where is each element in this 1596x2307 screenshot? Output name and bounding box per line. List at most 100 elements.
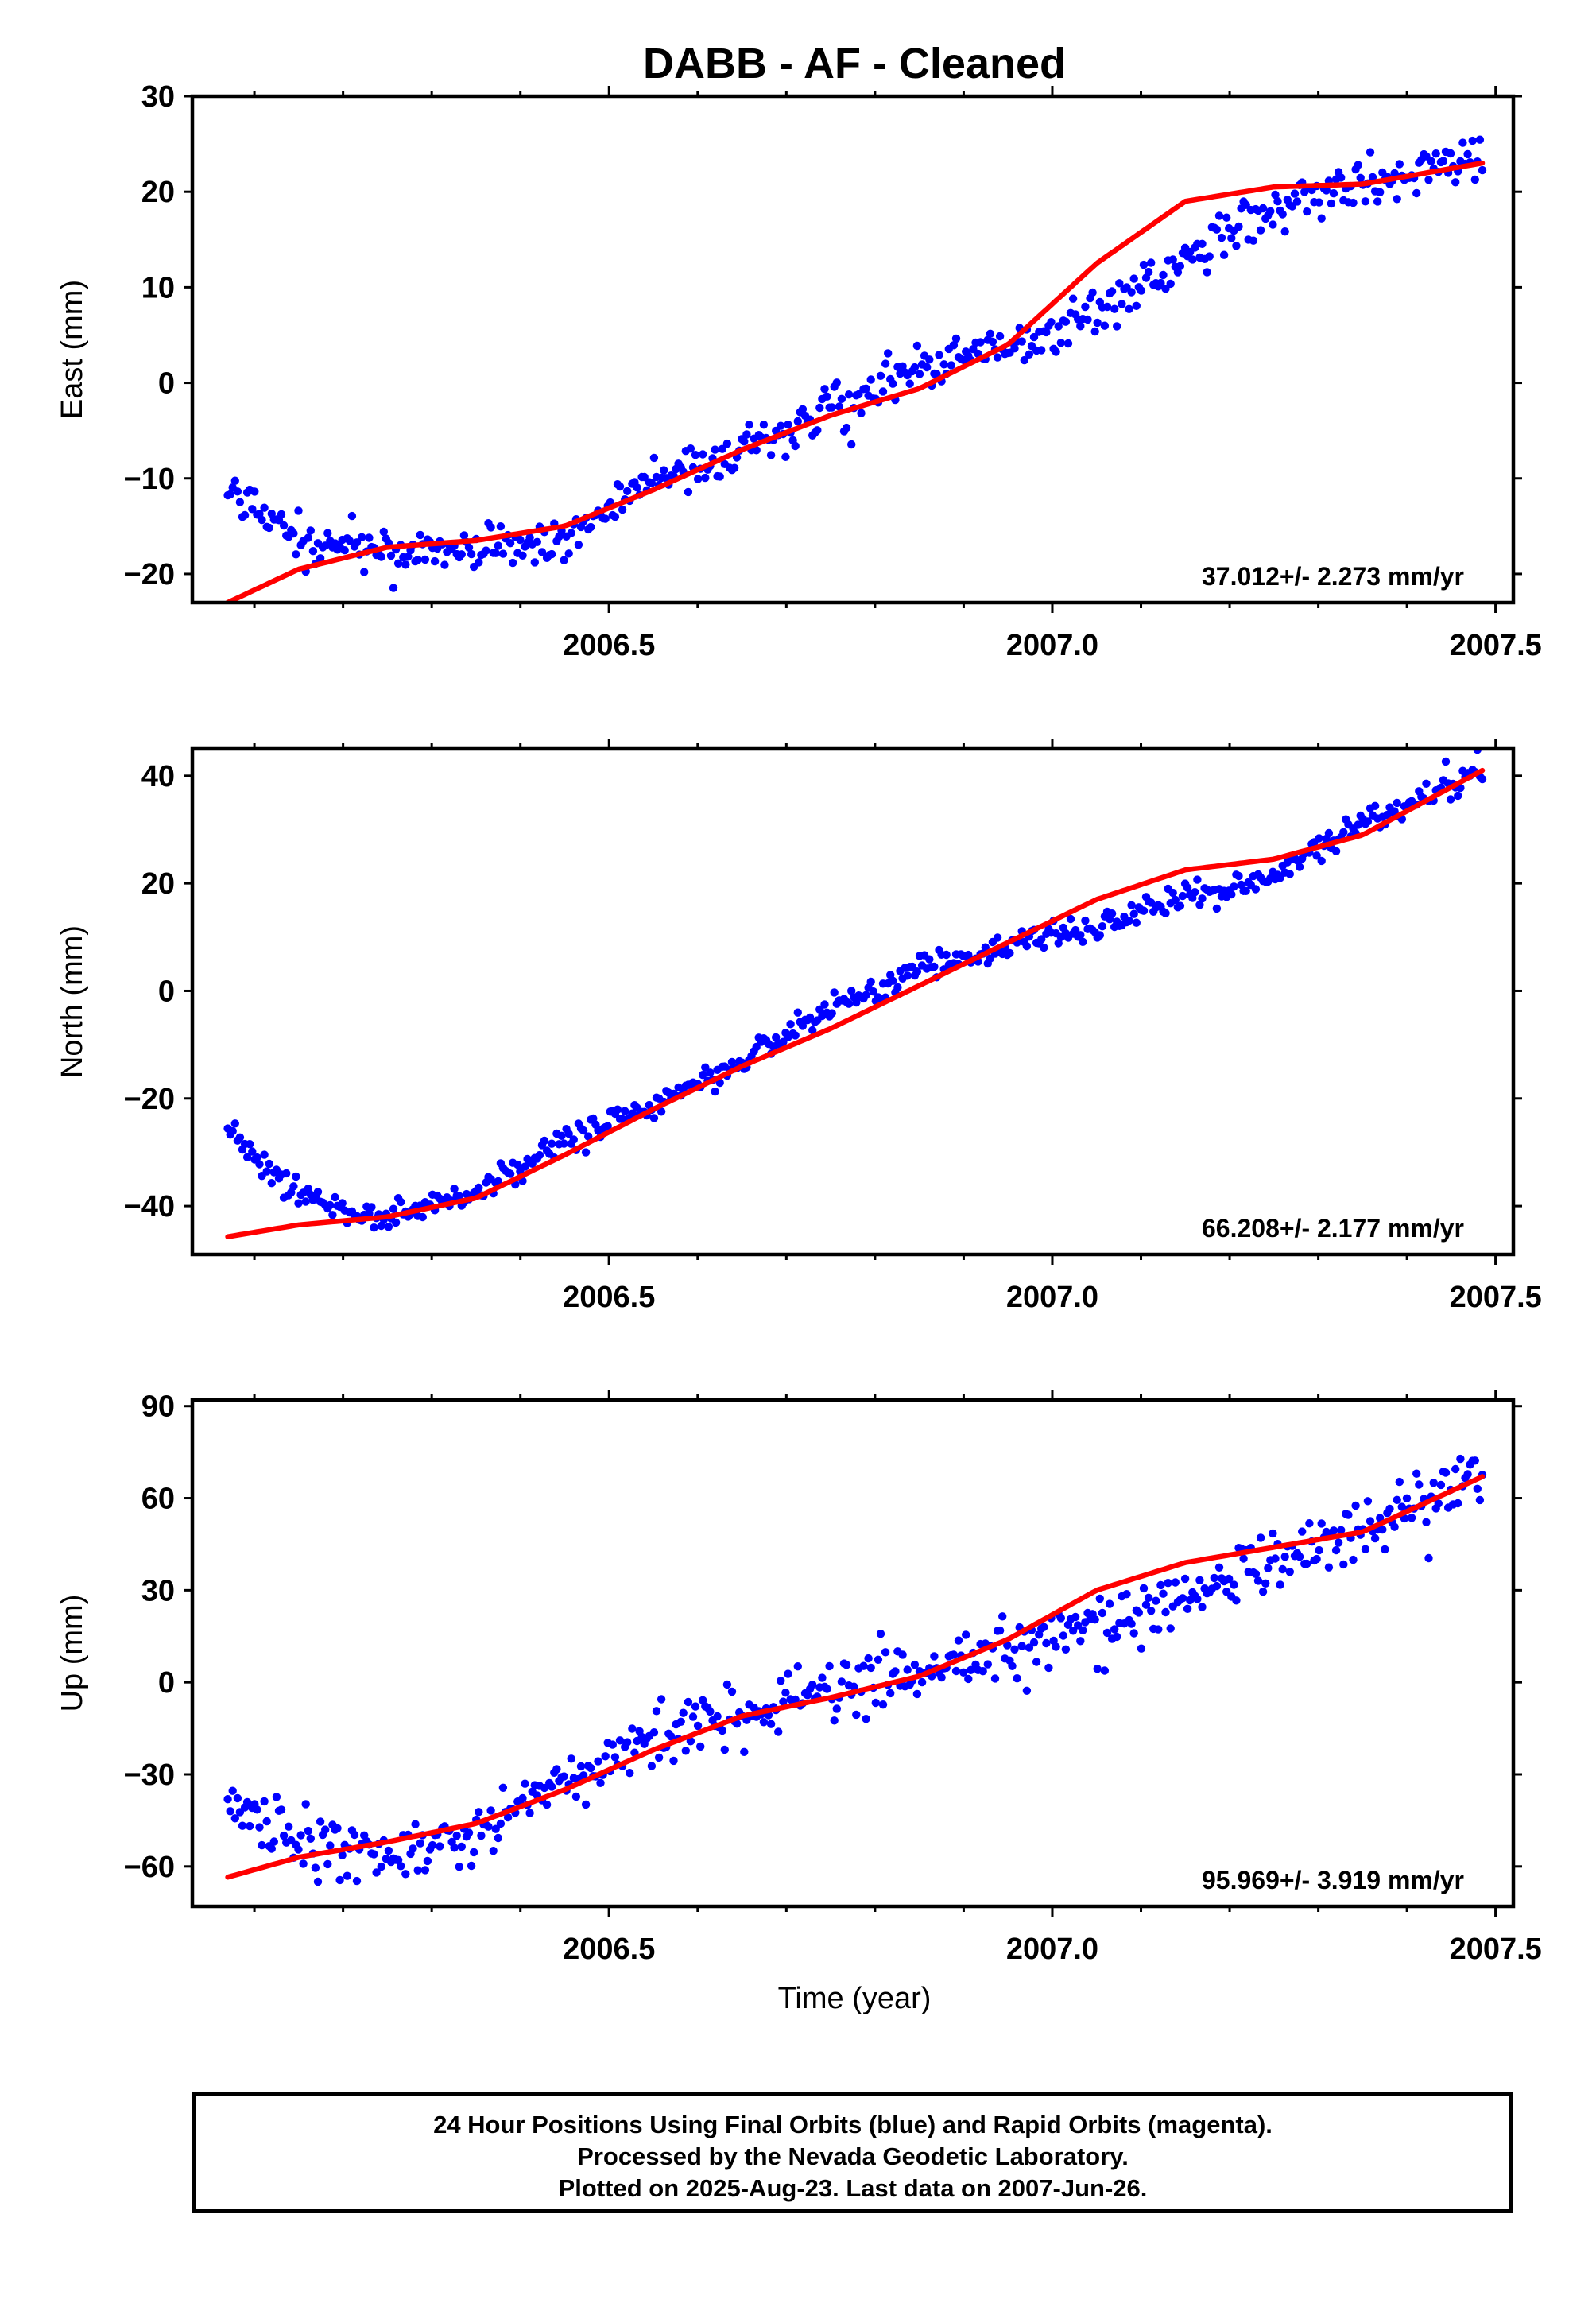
data-point [1378,1525,1387,1534]
data-point [1285,1568,1295,1576]
y-tick-label: 0 [158,367,175,401]
data-point [881,1648,890,1657]
data-point [1451,1464,1460,1474]
data-point [827,403,836,412]
data-point [1176,262,1185,270]
data-point [823,392,831,401]
data-point [423,1856,432,1866]
data-point [1422,1518,1431,1527]
y-tick-label: −40 [124,1190,175,1223]
data-point [1385,1504,1394,1514]
data-point [1090,327,1099,336]
data-point [1068,1627,1078,1635]
data-point [248,1147,257,1156]
data-point [365,1209,374,1218]
data-point [1137,1644,1146,1653]
data-point [1141,1600,1151,1609]
data-point [1171,895,1180,905]
data-point [306,526,315,535]
data-point [871,1698,881,1708]
data-point [628,1109,637,1118]
data-point [866,1663,875,1673]
x-tick-label: 2007.5 [1450,1281,1542,1314]
data-point [1005,948,1014,958]
data-point [265,523,273,533]
data-point [1193,1595,1202,1603]
data-point [835,402,844,411]
data-point [260,1150,269,1159]
data-point [1478,165,1487,175]
data-point [1393,798,1401,808]
data-point [1439,157,1448,165]
data-point [610,1753,620,1762]
data-point [1456,1454,1465,1464]
data-point [1193,875,1202,884]
y-tick-label: 30 [141,80,175,114]
y-tick-label: 0 [158,975,175,1008]
footer-legend-box: 24 Hour Positions Using Final Orbits (bl… [192,2092,1513,2213]
data-point [1271,1554,1280,1563]
data-point [1054,322,1063,331]
data-point [1295,863,1304,871]
data-point [766,1720,776,1728]
data-point [876,371,885,380]
data-point [1324,828,1334,838]
data-point [847,440,856,449]
footer-line-orbits: 24 Hour Positions Using Final Orbits (bl… [433,2111,1273,2138]
data-point [557,1131,566,1141]
data-point [1052,1642,1060,1651]
data-point [1458,138,1467,147]
data-point [686,1737,695,1746]
data-point [832,1704,842,1713]
data-point [277,510,286,519]
data-point [791,1031,800,1040]
data-point [779,1697,788,1706]
data-point [696,1742,705,1751]
data-point [699,450,707,459]
data-point [455,1863,463,1871]
data-point [255,1160,264,1169]
data-point [830,1716,839,1725]
data-point [842,423,851,432]
footer-line-processed: Processed by the Nevada Geodetic Laborat… [577,2142,1129,2170]
data-point [521,1162,529,1171]
data-point [1118,300,1126,308]
data-point [903,1665,912,1674]
data-point [1251,1569,1261,1579]
data-point [1266,207,1275,215]
data-point [253,1153,261,1162]
data-point [581,1800,591,1809]
data-point [1351,1501,1360,1510]
data-point [1349,1555,1358,1564]
data-point [1354,820,1362,829]
data-point [1251,885,1261,894]
data-point [1029,332,1039,342]
data-point [1436,1480,1446,1490]
data-point [313,1877,323,1886]
data-point [830,988,839,997]
data-point [418,1212,427,1222]
data-point [1056,1614,1066,1623]
data-point [951,1666,961,1676]
data-point [1164,1579,1172,1588]
data-point [316,1817,325,1826]
data-point [564,1130,573,1138]
data-point [930,1652,939,1661]
data-point [1147,1607,1156,1615]
data-point [1305,1519,1314,1528]
data-point [1040,943,1048,952]
data-point [316,554,325,563]
data-point [533,537,541,546]
data-point [289,1182,298,1191]
y-tick-label: 20 [141,867,175,901]
data-point [321,1825,330,1834]
data-point [615,482,625,491]
y-tick-label: 60 [141,1483,175,1516]
data-point [1032,1658,1041,1666]
data-point [279,1831,289,1840]
data-point [498,1783,508,1792]
data-point [262,1817,271,1826]
data-point [246,1140,254,1149]
data-point [513,1160,522,1169]
x-tick-label: 2007.0 [1006,1933,1098,1966]
